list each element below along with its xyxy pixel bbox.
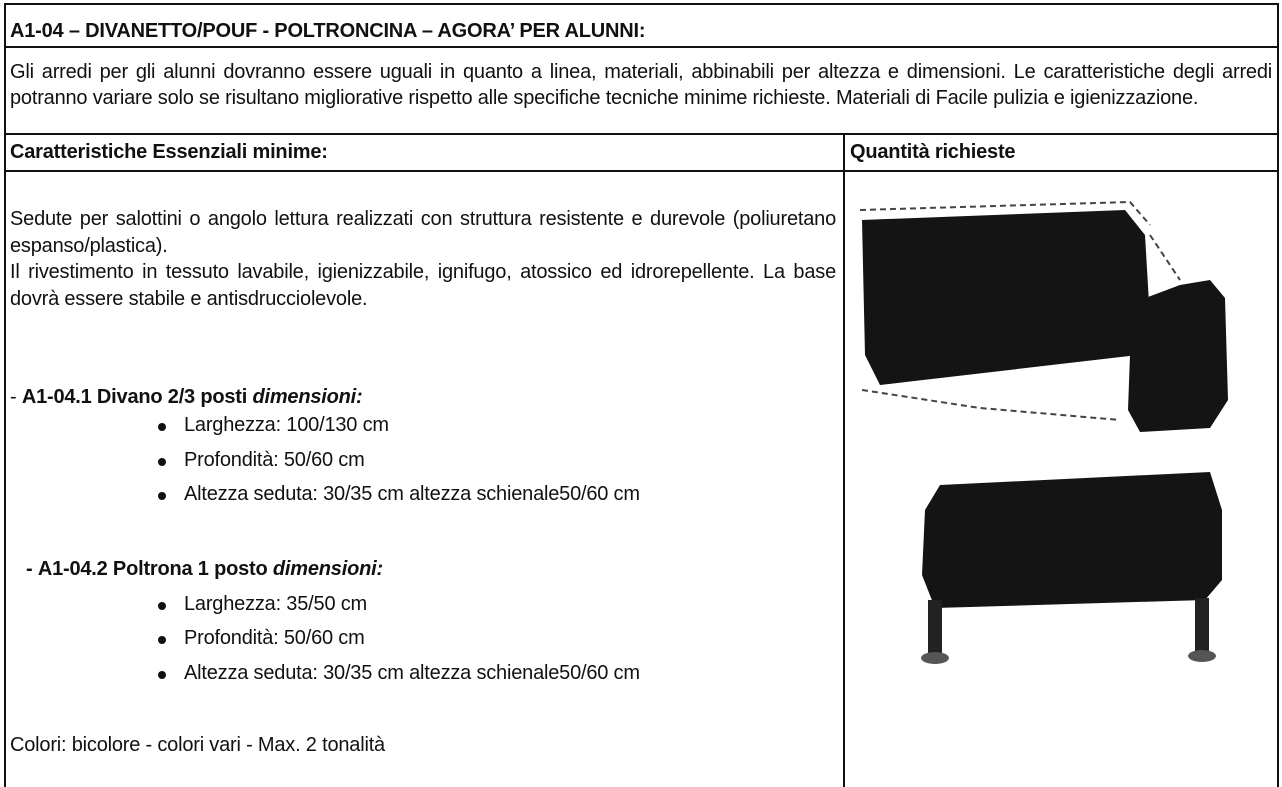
border xyxy=(4,3,6,787)
description: Sedute per salottini o angolo lettura re… xyxy=(10,206,836,312)
spec: Altezza seduta: 30/35 cm altezza schiena… xyxy=(158,662,640,684)
border xyxy=(843,133,845,787)
spec: Profondità: 50/60 cm xyxy=(158,627,365,649)
border xyxy=(5,3,1278,5)
item-heading: - A1-04.2 Poltrona 1 posto dimensioni: xyxy=(26,558,383,581)
paragraph: Sedute per salottini o angolo lettura re… xyxy=(10,208,836,257)
title: A1-04 – DIVANETTO/POUF - POLTRONCINA – A… xyxy=(10,20,646,42)
spec: Altezza seduta: 30/35 cm altezza schiena… xyxy=(158,483,640,505)
item-heading: - A1-04.1 Divano 2/3 posti dimensioni: xyxy=(10,386,363,409)
colors: Colori: bicolore - colori vari - Max. 2 … xyxy=(10,734,385,756)
spec: Profondità: 50/60 cm xyxy=(158,449,365,471)
border xyxy=(1277,3,1279,787)
border xyxy=(5,133,1278,135)
intro: Gli arredi per gli alunni dovranno esser… xyxy=(10,61,1272,109)
item-name: A1-04.2 Poltrona 1 posto xyxy=(37,558,268,580)
spec: Larghezza: 100/130 cm xyxy=(158,414,389,436)
prefix: - xyxy=(10,386,17,408)
product-images xyxy=(859,200,1228,664)
pouf-image xyxy=(921,472,1222,664)
item-name: A1-04.1 Divano 2/3 posti xyxy=(21,386,248,408)
border xyxy=(5,170,1278,172)
column-header: Quantità richieste xyxy=(850,141,1016,163)
item-label: dimensioni: xyxy=(272,558,383,580)
column-header: Caratteristiche Essenziali minime: xyxy=(10,141,328,163)
sofa-image xyxy=(859,200,1228,432)
item-label: dimensioni: xyxy=(252,386,363,408)
prefix: - xyxy=(26,558,33,580)
border xyxy=(5,46,1278,48)
spec: Larghezza: 35/50 cm xyxy=(158,593,367,615)
paragraph: Il rivestimento in tessuto lavabile, igi… xyxy=(10,261,836,310)
